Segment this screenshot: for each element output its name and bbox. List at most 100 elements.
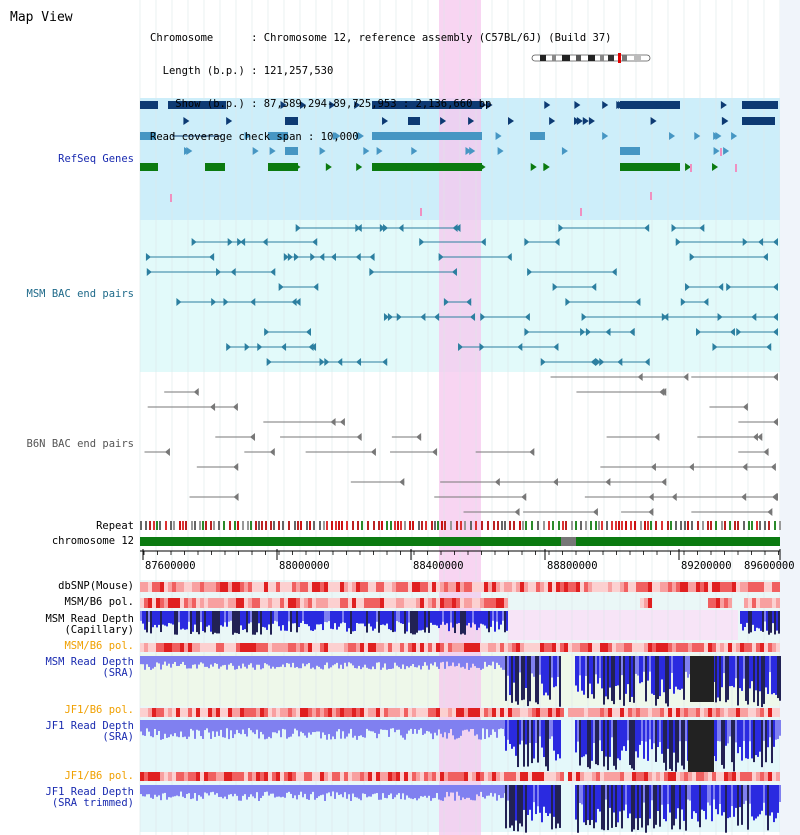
depth-bar [350,611,352,634]
axis-tick-label: 88800000 [547,560,598,572]
depth-bar [480,656,482,670]
polymorphism-cell [292,643,296,652]
bac-end-marker [695,328,701,336]
polymorphism-cell [684,582,688,592]
polymorphism-cell [708,708,712,717]
depth-bar [779,720,781,736]
depth-bar [757,785,759,817]
repeat-element [255,521,257,530]
repeat-element [707,521,709,530]
repeat-element [721,521,723,530]
polymorphism-cell [580,643,584,652]
depth-bar [653,785,655,829]
depth-bar [723,656,725,674]
polymorphism-cell [420,582,424,592]
depth-bar [458,656,460,664]
b6n-bac-label[interactable]: B6N BAC end pairs [26,438,134,450]
depth-bar [422,720,424,735]
depth-bar [747,720,749,759]
polymorphism-cell [740,643,744,652]
depth-bar [444,785,446,798]
polymorphism-cell [720,598,724,608]
depth-bar [494,785,496,794]
depth-bar [416,785,418,801]
depth-bar [360,611,362,624]
polymorphism-cell [232,598,236,608]
bac-end-marker [644,358,650,366]
depth-bar [182,656,184,662]
depth-bar [470,720,472,730]
depth-bar [430,785,432,801]
repeat-element [437,521,439,530]
msm-bac-label[interactable]: MSM BAC end pairs [26,288,134,300]
polymorphism-cell [340,708,344,717]
depth-bar [541,656,543,684]
refseq-genes-label[interactable]: RefSeq Genes [58,153,134,165]
depth-bar [142,656,144,665]
polymorphism-cell [512,643,516,652]
polymorphism-cell [512,708,516,717]
polymorphism-cell [324,772,328,781]
depth-bar [348,656,350,663]
depth-bar [252,720,254,733]
depth-bar [605,785,607,800]
depth-bar [659,785,661,827]
depth-bar [605,656,607,697]
polymorphism-cell [488,772,492,781]
repeat-element [504,521,506,530]
depth-bar [146,720,148,729]
polymorphism-cell [508,643,512,652]
repeat-element [170,521,172,530]
polymorphism-cell [676,643,680,652]
depth-bar [144,656,146,670]
depth-bar [448,720,450,734]
polymorphism-cell [520,772,524,781]
polymorphism-cell [572,582,576,592]
bac-end-marker [703,298,709,306]
depth-bar [248,785,250,797]
gene-arrow [712,163,719,171]
depth-bar [758,611,760,629]
depth-bar [448,611,450,632]
polymorphism-cell [764,708,768,717]
depth-bar [432,611,434,625]
polymorphism-cell [320,598,324,608]
polymorphism-cell [768,582,772,592]
depth-bar [496,785,498,801]
polymorphism-cell [224,598,228,608]
polymorphism-cell [656,772,660,781]
depth-bar [446,785,448,792]
depth-bar [302,720,304,734]
polymorphism-cell [392,643,396,652]
depth-bar [286,720,288,739]
polymorphism-cell [372,643,376,652]
repeat-label: Repeat [96,520,134,532]
polymorphism-cell [444,582,448,592]
chromosome-ideogram[interactable] [530,53,652,63]
depth-bar [454,656,456,667]
depth-bar [577,656,579,692]
polymorphism-cell [160,772,164,781]
depth-bar [743,656,745,679]
depth-bar [326,656,328,663]
polymorphism-cell [604,582,608,592]
depth-bar [344,785,346,793]
polymorphism-cell [456,582,460,592]
depth-bar [262,720,264,735]
polymorphism-cell [544,643,548,652]
polymorphism-cell [372,582,376,592]
depth-bar [500,720,502,729]
depth-bar [617,656,619,686]
polymorphism-cell [408,582,412,592]
polymorphism-cell [360,643,364,652]
depth-bar [318,656,320,667]
depth-bar [767,720,769,748]
depth-bar [579,720,581,766]
depth-bar [380,656,382,670]
depth-bar [340,611,342,624]
depth-bar [498,785,500,796]
depth-bar [490,785,492,793]
depth-bar [719,720,721,742]
depth-bar [627,656,629,685]
